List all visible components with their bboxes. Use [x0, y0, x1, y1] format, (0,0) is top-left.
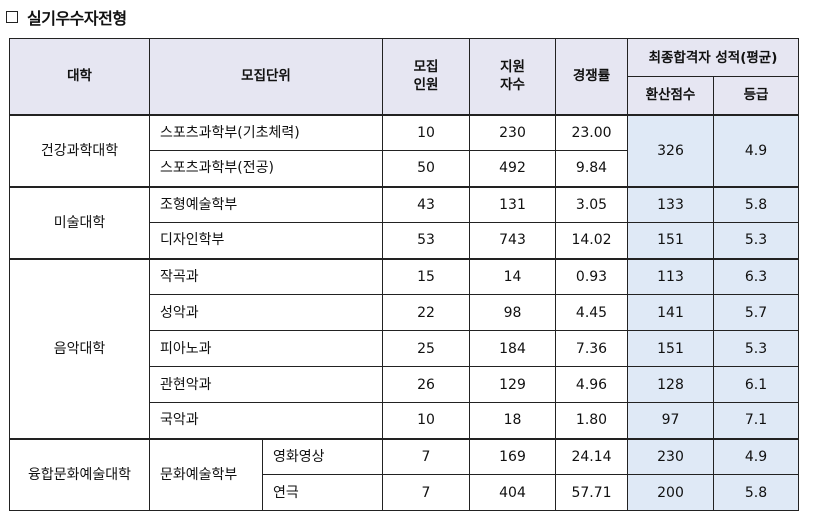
quota-cell: 43 [382, 185, 470, 223]
table-row: 피아노과 25 184 7.36 151 5.3 [10, 330, 799, 367]
table-row: 스포츠과학부(전공) 50 492 9.84 [10, 150, 799, 187]
applicants-cell: 129 [469, 366, 556, 403]
converted-cell: 113 [627, 257, 714, 295]
major-cell: 연극 [262, 474, 383, 511]
quota-cell: 10 [382, 402, 470, 439]
grade-cell: 6.1 [713, 366, 799, 403]
ratio-cell: 14.02 [555, 222, 628, 259]
header-applicants: 지원 자수 [469, 38, 556, 115]
ratio-cell: 9.84 [555, 150, 628, 187]
table-row: 미술대학 조형예술학부 43 131 3.05 133 5.8 [9, 185, 799, 259]
quota-cell: 53 [382, 222, 470, 259]
ratio-cell: 24.14 [555, 437, 628, 475]
grade-cell: 4.9 [713, 113, 799, 187]
ratio-cell: 3.05 [555, 185, 628, 223]
grade-cell: 6.3 [713, 257, 799, 295]
table-row: 음악대학 작곡과 15 14 0.93 113 6.3 [9, 257, 799, 439]
applicants-cell: 404 [469, 474, 556, 511]
ratio-cell: 4.45 [555, 294, 628, 331]
converted-cell: 230 [627, 437, 714, 475]
table-row: 건강과학대학 스포츠과학부(기초체력) 10 230 23.00 326 4.9 [9, 113, 799, 187]
grade-cell: 7.1 [713, 402, 799, 439]
grade-cell: 5.8 [713, 474, 799, 511]
quota-cell: 7 [382, 474, 470, 511]
quota-cell: 10 [382, 113, 470, 151]
header-quota: 모집 인원 [382, 38, 470, 115]
table-row: 디자인학부 53 743 14.02 151 5.3 [10, 222, 799, 259]
quota-cell: 7 [382, 437, 470, 475]
grade-cell: 5.8 [713, 185, 799, 223]
unit-cell: 국악과 [149, 402, 383, 439]
college-cell: 미술대학 [9, 185, 150, 259]
ratio-cell: 4.96 [555, 366, 628, 403]
grade-cell: 5.7 [713, 294, 799, 331]
header-converted: 환산점수 [627, 76, 714, 115]
converted-cell: 200 [627, 474, 714, 511]
ratio-cell: 23.00 [555, 113, 628, 151]
quota-cell: 50 [382, 150, 470, 187]
converted-cell: 133 [627, 185, 714, 223]
section-title: 실기우수자전형 [6, 5, 127, 29]
quota-cell: 22 [382, 294, 470, 331]
converted-cell: 151 [627, 222, 714, 259]
converted-cell: 141 [627, 294, 714, 331]
header-result-group: 최종합격자 성적(평균) [627, 38, 799, 77]
converted-cell: 326 [627, 113, 714, 187]
major-cell: 영화영상 [262, 437, 383, 475]
unit-cell: 조형예술학부 [149, 185, 383, 223]
converted-cell: 97 [627, 402, 714, 439]
grade-cell: 5.3 [713, 330, 799, 367]
quota-cell: 15 [382, 257, 470, 295]
applicants-cell: 743 [469, 222, 556, 259]
admission-table: 대학 모집단위 모집 인원 지원 자수 경쟁률 최종합격자 성적(평균) 환산점… [9, 38, 799, 511]
header-college: 대학 [9, 38, 150, 115]
checkbox-icon [6, 11, 18, 23]
unit-cell: 성악과 [149, 294, 383, 331]
grade-cell: 4.9 [713, 437, 799, 475]
applicants-cell: 14 [469, 257, 556, 295]
college-cell: 건강과학대학 [9, 113, 150, 187]
header-ratio: 경쟁률 [555, 38, 628, 115]
unit-cell: 작곡과 [149, 257, 383, 295]
quota-cell: 26 [382, 366, 470, 403]
ratio-cell: 57.71 [555, 474, 628, 511]
table-row: 연극 7 404 57.71 200 5.8 [10, 474, 799, 511]
unit-cell: 스포츠과학부(전공) [149, 150, 383, 187]
converted-cell: 128 [627, 366, 714, 403]
grade-cell: 5.3 [713, 222, 799, 259]
ratio-cell: 1.80 [555, 402, 628, 439]
quota-cell: 25 [382, 330, 470, 367]
header-unit: 모집단위 [149, 38, 383, 115]
unit-cell: 문화예술학부 [149, 437, 263, 511]
applicants-cell: 131 [469, 185, 556, 223]
unit-cell: 스포츠과학부(기초체력) [149, 113, 383, 151]
table-row: 국악과 10 18 1.80 97 7.1 [10, 402, 799, 439]
header-grade: 등급 [713, 76, 799, 115]
applicants-cell: 184 [469, 330, 556, 367]
college-cell: 융합문화예술대학 [9, 437, 150, 511]
section-title-text: 실기우수자전형 [27, 9, 127, 28]
applicants-cell: 18 [469, 402, 556, 439]
table-row: 융합문화예술대학 문화예술학부 영화영상 7 169 24.14 230 4.9 [9, 437, 799, 511]
college-cell: 음악대학 [9, 257, 150, 439]
ratio-cell: 0.93 [555, 257, 628, 295]
applicants-cell: 492 [469, 150, 556, 187]
applicants-cell: 169 [469, 437, 556, 475]
unit-cell: 피아노과 [149, 330, 383, 367]
unit-cell: 관현악과 [149, 366, 383, 403]
ratio-cell: 7.36 [555, 330, 628, 367]
converted-cell: 151 [627, 330, 714, 367]
unit-cell: 디자인학부 [149, 222, 383, 259]
table-row: 성악과 22 98 4.45 141 5.7 [10, 294, 799, 331]
applicants-cell: 230 [469, 113, 556, 151]
applicants-cell: 98 [469, 294, 556, 331]
